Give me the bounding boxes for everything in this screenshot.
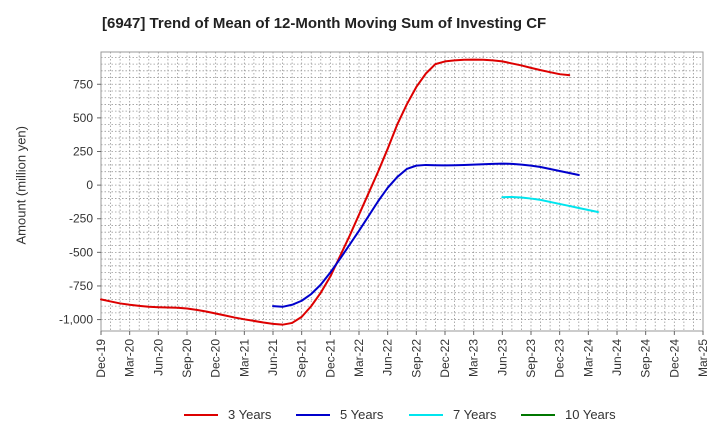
x-tick-label: Jun-24 [610, 339, 624, 376]
x-tick-label: Dec-24 [667, 339, 681, 378]
legend-swatch-10-years [521, 414, 555, 416]
x-tick-label: Dec-21 [323, 339, 337, 378]
x-axis-ticks: Dec-19 Mar-20 Jun-20 Sep-20 Dec-20 Mar-21 Jun-… [94, 331, 710, 378]
legend-swatch-5-years [296, 414, 330, 416]
grid-lines [101, 52, 703, 331]
x-tick-label: Mar-24 [581, 339, 595, 377]
legend-label-7-years: 7 Years [453, 407, 497, 422]
x-tick-label: Sep-23 [524, 339, 538, 378]
y-tick-label: -250 [69, 212, 93, 226]
series-line-5-years [272, 162, 580, 308]
x-tick-label: Mar-20 [123, 339, 137, 377]
chart-title: [6947] Trend of Mean of 12-Month Moving … [102, 15, 547, 32]
x-tick-label: Jun-22 [381, 339, 395, 376]
legend-swatch-7-years [409, 414, 443, 416]
legend-label-3-years: 3 Years [228, 407, 272, 422]
legend: 3 Years 5 Years 7 Years 10 Years [0, 404, 720, 426]
y-axis-ticks: 750 500 250 0 -250 -500 -750 -1,000 [59, 77, 101, 327]
y-tick-label: -1,000 [59, 313, 93, 327]
y-tick-label: 250 [73, 144, 93, 158]
y-tick-label: -500 [69, 245, 93, 259]
x-tick-label: Dec-22 [438, 339, 452, 378]
x-tick-label: Jun-21 [266, 339, 280, 376]
x-tick-label: Mar-25 [696, 339, 710, 377]
chart-canvas: 750 500 250 0 -250 -500 -750 -1,000 Dec-19 Mar-2… [59, 51, 710, 378]
y-tick-label: 500 [73, 111, 93, 125]
series-line-7-years [501, 195, 599, 213]
series-lines [100, 58, 599, 326]
x-tick-label: Sep-20 [180, 339, 194, 378]
x-tick-label: Dec-20 [209, 339, 223, 378]
x-tick-label: Dec-23 [553, 339, 567, 378]
x-tick-label: Jun-23 [495, 339, 509, 376]
x-tick-label: Mar-23 [467, 339, 481, 377]
x-tick-label: Sep-21 [295, 339, 309, 378]
x-tick-label: Mar-22 [352, 339, 366, 377]
legend-swatch-3-years [184, 414, 218, 416]
x-tick-label: Sep-22 [409, 339, 423, 378]
legend-label-5-years: 5 Years [340, 407, 384, 422]
y-tick-label: 750 [73, 77, 93, 91]
y-tick-label: -750 [69, 279, 93, 293]
plot-frame [100, 51, 704, 332]
x-tick-label: Jun-20 [151, 339, 165, 376]
legend-label-10-years: 10 Years [565, 407, 616, 422]
x-tick-label: Mar-21 [237, 339, 251, 377]
x-tick-label: Dec-19 [94, 339, 108, 378]
y-tick-label: 0 [86, 178, 93, 192]
x-tick-label: Sep-24 [639, 339, 653, 378]
